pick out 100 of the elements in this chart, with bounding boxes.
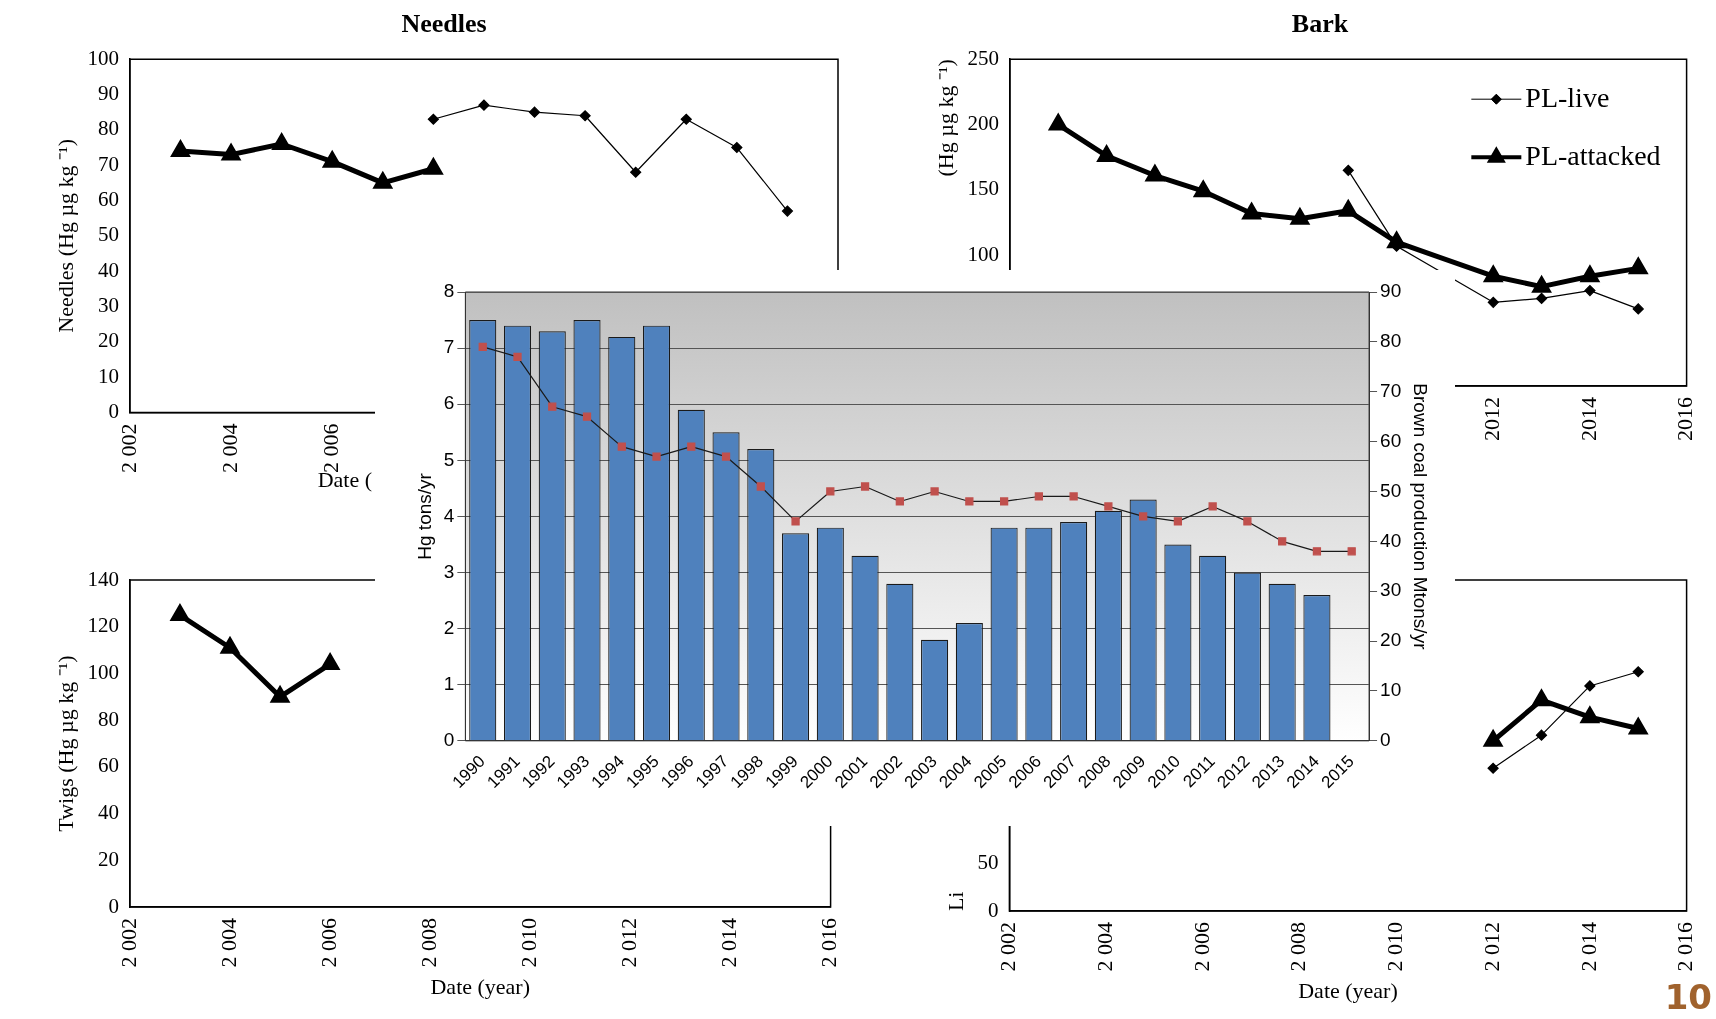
point: [721, 452, 731, 461]
point: [965, 497, 974, 506]
point: [826, 487, 835, 496]
point: [478, 342, 487, 351]
x-tick-label: 2012: [1479, 397, 1505, 441]
point: [1104, 502, 1113, 511]
y2-axis-title: Brown coal production Mtons/yr: [1410, 383, 1432, 651]
point: [1069, 492, 1078, 501]
y-tick-label: 30: [97, 293, 119, 318]
x-tick-label: 2 004: [1091, 922, 1117, 972]
y2-tick-label: 80: [1380, 330, 1402, 352]
y2-tick-label: 50: [1380, 479, 1402, 501]
chart-title: Needles: [401, 9, 487, 39]
y-tick-label: 0: [443, 729, 455, 751]
point: [860, 482, 870, 491]
point: [687, 442, 696, 451]
point: [1241, 201, 1262, 220]
y2-tick-label: 60: [1380, 429, 1402, 451]
x-tick-label: 2 012: [1478, 922, 1504, 972]
x-tick-label: 2 002: [115, 423, 141, 473]
y-tick-label: 60: [97, 187, 119, 212]
x-axis-title: Date (year): [430, 973, 531, 999]
x-tick-label: 2 004: [215, 918, 241, 968]
x-tick-label: 2016: [1672, 397, 1698, 441]
y-tick-label: 60: [97, 753, 119, 778]
text: 10: [1664, 976, 1712, 1017]
x-tick-label: 2 002: [115, 918, 141, 968]
y-tick-label: 50: [977, 850, 999, 875]
y-tick-label: 120: [87, 613, 119, 638]
x-tick-label: 2 008: [1285, 922, 1311, 972]
x-tick-label: 2 010: [516, 918, 542, 968]
y2-tick-label: 0: [1380, 729, 1391, 751]
x-tick-label: 2 008: [415, 918, 441, 968]
point: [1034, 492, 1043, 501]
point: [895, 497, 904, 506]
y-tick-label: 70: [97, 151, 119, 176]
y-axis-title: Twigs (Hg µg kg ⁻¹): [52, 655, 78, 832]
y2-tick-label: 30: [1380, 579, 1402, 601]
y2-tick-label: 70: [1380, 379, 1402, 401]
y-tick-label: 20: [97, 328, 119, 353]
y-tick-label: 150: [967, 176, 999, 201]
y-tick-label: 250: [967, 45, 999, 70]
y-tick-label: 80: [97, 116, 119, 141]
point: [513, 352, 522, 361]
point: [221, 638, 239, 654]
point: [1628, 256, 1649, 275]
point: [1487, 296, 1499, 308]
point: [1173, 517, 1183, 526]
x-tick-label: 2 006: [318, 423, 343, 473]
y-axis-title: (Hg µg kg ⁻¹): [932, 59, 958, 177]
y-tick-label: 7: [443, 336, 455, 358]
y-tick-label: 10: [97, 363, 119, 388]
y-tick-label: 40: [97, 800, 119, 825]
point: [582, 412, 592, 421]
legend-label: PL-live: [1525, 81, 1610, 113]
point: [1193, 179, 1212, 198]
y-tick-label: 8: [443, 280, 455, 302]
point: [1208, 502, 1217, 511]
chart-title: Bark: [1291, 9, 1349, 39]
y-tick-label: 200: [967, 111, 999, 136]
y-tick-label: 0: [987, 897, 999, 922]
x-tick-label: 2 016: [1672, 922, 1698, 972]
x-tick-label: 2 010: [1382, 922, 1408, 972]
point: [999, 497, 1009, 506]
point: [617, 442, 626, 451]
y-tick-label: 90: [97, 81, 119, 106]
y2-tick-label: 20: [1380, 629, 1402, 651]
point: [321, 652, 341, 671]
y-tick-label: 140: [87, 566, 119, 591]
point: [756, 482, 765, 491]
y2-tick-label: 90: [1380, 280, 1402, 302]
x-tick-label: 2 002: [995, 922, 1021, 972]
point: [1243, 517, 1252, 526]
x-tick-label: 2 006: [315, 918, 341, 968]
x-axis-title: Date (year): [1298, 977, 1398, 1003]
y-tick-label: 1: [443, 672, 455, 694]
y-tick-label: 5: [443, 448, 455, 470]
x-tick-label: 2 006: [1188, 922, 1214, 972]
y2-tick-label: 10: [1380, 679, 1402, 701]
point: [1278, 537, 1287, 546]
x-tick-label: 2 016: [816, 918, 842, 968]
point: [548, 402, 557, 411]
y-tick-label: 6: [443, 392, 455, 414]
point: [791, 517, 800, 526]
y-tick-label: 40: [97, 257, 119, 282]
point: [1347, 547, 1356, 556]
y-axis-title: Hg tons/yr: [413, 472, 435, 560]
y-tick-label: 3: [443, 560, 455, 582]
x-tick-label: 2 004: [216, 423, 242, 473]
x-tick-label: 2 012: [616, 918, 642, 968]
y-tick-label: 4: [443, 504, 455, 526]
legend-label: PL-attacked: [1525, 139, 1661, 171]
point: [1139, 512, 1148, 521]
y-tick-label: 100: [87, 45, 119, 70]
y-tick-label: 0: [108, 893, 119, 918]
point: [930, 487, 939, 496]
point: [1483, 264, 1504, 283]
y-tick-label: 100: [87, 659, 119, 684]
y-axis-title: Li: [942, 891, 968, 912]
y-tick-label: 100: [967, 241, 999, 266]
